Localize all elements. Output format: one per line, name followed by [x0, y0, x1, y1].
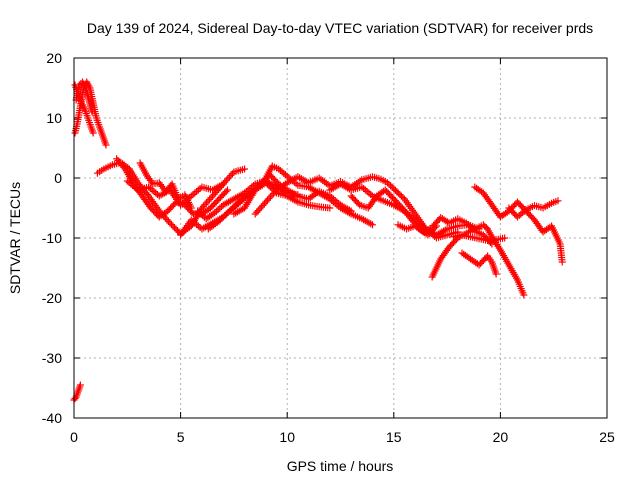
y-axis-label: SDTVAR / TECUs	[7, 182, 23, 294]
data-point	[256, 205, 264, 213]
data-point	[266, 193, 274, 201]
data-point	[265, 195, 273, 203]
data-point	[466, 222, 474, 230]
data-point	[88, 108, 96, 116]
data-point	[432, 222, 440, 230]
data-point	[492, 270, 500, 278]
data-point	[520, 207, 528, 215]
data-point	[195, 209, 203, 217]
data-point	[222, 177, 230, 185]
data-point	[326, 204, 334, 212]
data-point	[199, 202, 207, 210]
data-point	[225, 173, 233, 181]
data-point	[294, 191, 302, 199]
data-point	[204, 197, 212, 205]
data-point	[520, 291, 528, 299]
data-point	[558, 258, 566, 266]
data-point	[167, 221, 175, 229]
data-point	[194, 207, 202, 215]
data-point	[172, 225, 180, 233]
data-point	[206, 195, 214, 203]
data-point	[171, 224, 179, 232]
data-point	[254, 207, 262, 215]
data-point	[462, 219, 470, 227]
data-point	[221, 178, 229, 186]
data-point	[241, 165, 249, 173]
data-point	[169, 222, 177, 230]
data-point	[347, 207, 355, 215]
y-tick-label: -20	[42, 290, 62, 306]
data-point	[227, 171, 235, 179]
data-point	[269, 189, 277, 197]
x-tick-label: 5	[177, 429, 185, 445]
data-point	[224, 175, 232, 183]
data-point	[224, 186, 232, 194]
data-point	[207, 194, 215, 202]
data-point	[387, 182, 395, 190]
data-point	[201, 201, 209, 209]
data-point	[199, 212, 207, 220]
data-point	[368, 221, 376, 229]
data-point	[260, 200, 268, 208]
data-point	[89, 129, 97, 137]
data-point	[253, 208, 261, 216]
data-point	[388, 183, 396, 191]
data-points	[70, 78, 566, 404]
data-point	[197, 210, 205, 218]
data-point	[259, 201, 267, 209]
data-point	[212, 207, 220, 215]
data-point	[164, 217, 172, 225]
data-point	[224, 208, 232, 216]
x-axis-label: GPS time / hours	[287, 458, 394, 474]
y-tick-label: -10	[42, 230, 62, 246]
x-tick-label: 0	[70, 429, 78, 445]
data-point	[76, 381, 84, 389]
data-point	[102, 141, 110, 149]
y-tick-label: -40	[42, 410, 62, 426]
plot-frame	[73, 57, 608, 419]
data-point	[120, 163, 128, 171]
axis-ticks: 0 5 10 15 20 25 -40 -30 -20 -10 0 10 20	[42, 50, 615, 445]
y-tick-label: 10	[46, 110, 62, 126]
data-point	[209, 192, 217, 200]
data-point	[281, 171, 289, 179]
data-point	[163, 216, 171, 224]
data-point	[75, 81, 83, 89]
data-point	[228, 170, 236, 178]
data-point	[262, 198, 270, 206]
y-tick-label: 0	[54, 170, 62, 186]
data-point	[222, 188, 230, 195]
data-point	[554, 197, 562, 205]
x-tick-label: 10	[279, 429, 295, 445]
data-point	[187, 204, 195, 212]
data-point	[354, 200, 362, 207]
data-point	[214, 206, 222, 214]
y-tick-label: -30	[42, 350, 62, 366]
data-point	[431, 224, 439, 231]
data-point	[263, 196, 271, 204]
x-tick-label: 25	[599, 429, 615, 445]
data-point	[385, 180, 393, 188]
x-tick-label: 20	[493, 429, 509, 445]
data-point	[449, 233, 457, 241]
grid	[74, 58, 607, 418]
data-point	[257, 203, 265, 211]
data-point	[198, 204, 206, 212]
data-point	[219, 180, 227, 188]
x-tick-label: 15	[386, 429, 402, 445]
data-point	[251, 210, 259, 218]
data-point	[211, 209, 219, 217]
data-point	[464, 221, 472, 229]
y-tick-label: 20	[46, 50, 62, 66]
chart-title: Day 139 of 2024, Sidereal Day-to-day VTE…	[87, 20, 593, 36]
data-point	[166, 219, 174, 227]
data-point	[383, 179, 391, 187]
data-point	[143, 190, 151, 198]
data-point	[188, 209, 196, 216]
data-point	[202, 199, 210, 207]
data-point	[268, 191, 276, 199]
data-point	[216, 204, 224, 212]
